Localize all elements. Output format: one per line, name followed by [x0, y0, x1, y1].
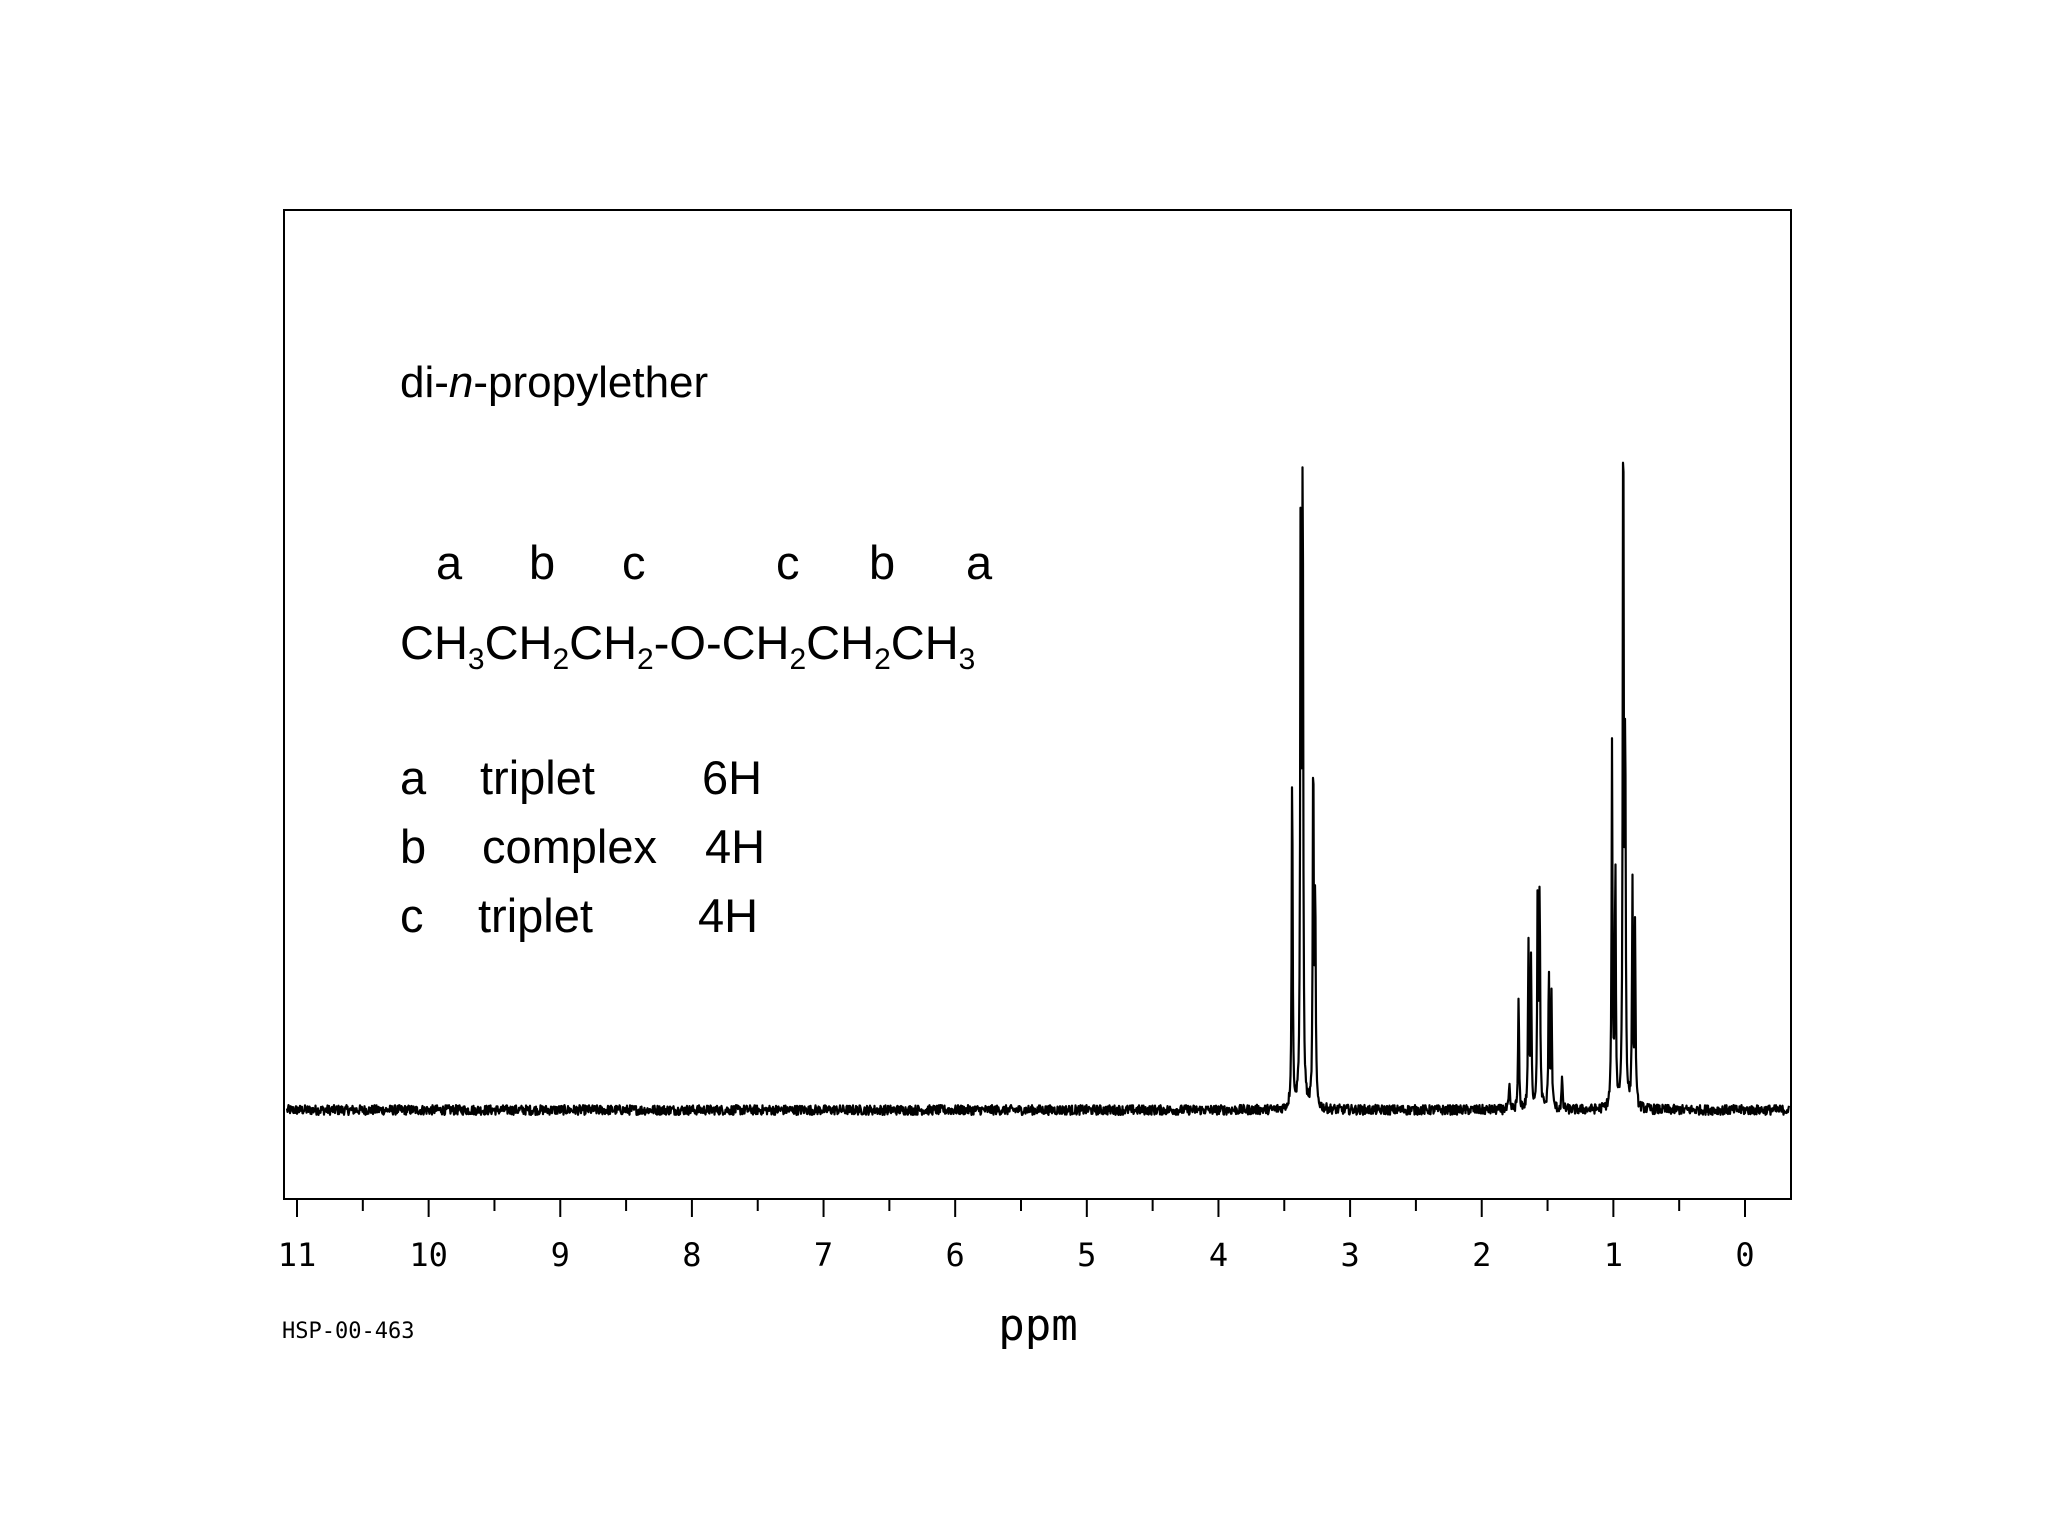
x-axis-tick-label: 3 — [1340, 1236, 1359, 1274]
structure-letter: a — [966, 536, 993, 589]
assignment-label: b — [400, 820, 427, 873]
x-axis-tick-label: 5 — [1077, 1236, 1096, 1274]
x-axis-tick-label: 10 — [409, 1236, 448, 1274]
x-axis-tick-label: 6 — [946, 1236, 965, 1274]
formula-segment: CH — [806, 616, 875, 669]
footnote-id: HSP-00-463 — [282, 1319, 414, 1344]
assignment-multiplicity: triplet — [480, 751, 595, 804]
assignment-label: c — [400, 889, 424, 942]
structure-letter: a — [436, 536, 463, 589]
formula-subscript: 3 — [958, 643, 976, 676]
formula-segment: CH — [400, 616, 468, 669]
x-axis-tick-label: 0 — [1735, 1236, 1754, 1274]
formula-segment: CH — [569, 616, 638, 669]
structural-formula: CH3CH2CH2-O-CH2CH2CH3 — [400, 615, 975, 675]
formula-segment: CH — [484, 616, 553, 669]
formula-subscript: 2 — [789, 643, 807, 676]
formula-segment: CH — [890, 616, 959, 669]
x-axis-tick-label: 9 — [551, 1236, 570, 1274]
formula-subscript: 3 — [467, 643, 485, 676]
compound-name: di-n-propylether — [400, 358, 709, 407]
assignment-integration: 6H — [702, 751, 763, 804]
x-axis-tick-label: 1 — [1604, 1236, 1623, 1274]
x-axis-label: ppm — [998, 1300, 1077, 1351]
structure-letter: c — [622, 536, 646, 589]
x-axis-tick-labels: 11 10 9 8 7 6 5 4 3 2 1 0 — [278, 1236, 1755, 1274]
plot-frame — [283, 209, 1792, 1200]
assignment-multiplicity: triplet — [478, 889, 593, 942]
structure-letter: b — [529, 536, 556, 589]
x-axis-tick-label: 2 — [1472, 1236, 1491, 1274]
assignment-multiplicity: complex — [482, 820, 658, 873]
assignment-integration: 4H — [698, 889, 759, 942]
x-axis-tick-label: 7 — [814, 1236, 833, 1274]
x-axis-tick-label: 11 — [278, 1236, 317, 1274]
x-axis-ticks — [296, 1199, 1746, 1217]
spectrum-trace — [285, 461, 1791, 1116]
structure-letter: b — [869, 536, 896, 589]
formula-subscript: 2 — [552, 643, 570, 676]
x-axis-tick-label: 8 — [682, 1236, 701, 1274]
formula-segment: -O-CH — [653, 616, 790, 669]
assignment-label: a — [400, 751, 427, 804]
x-axis-tick-label: 4 — [1209, 1236, 1228, 1274]
structure-letter: c — [776, 536, 800, 589]
formula-subscript: 2 — [637, 643, 654, 676]
assignment-integration: 4H — [705, 820, 766, 873]
formula-subscript: 2 — [874, 643, 891, 676]
